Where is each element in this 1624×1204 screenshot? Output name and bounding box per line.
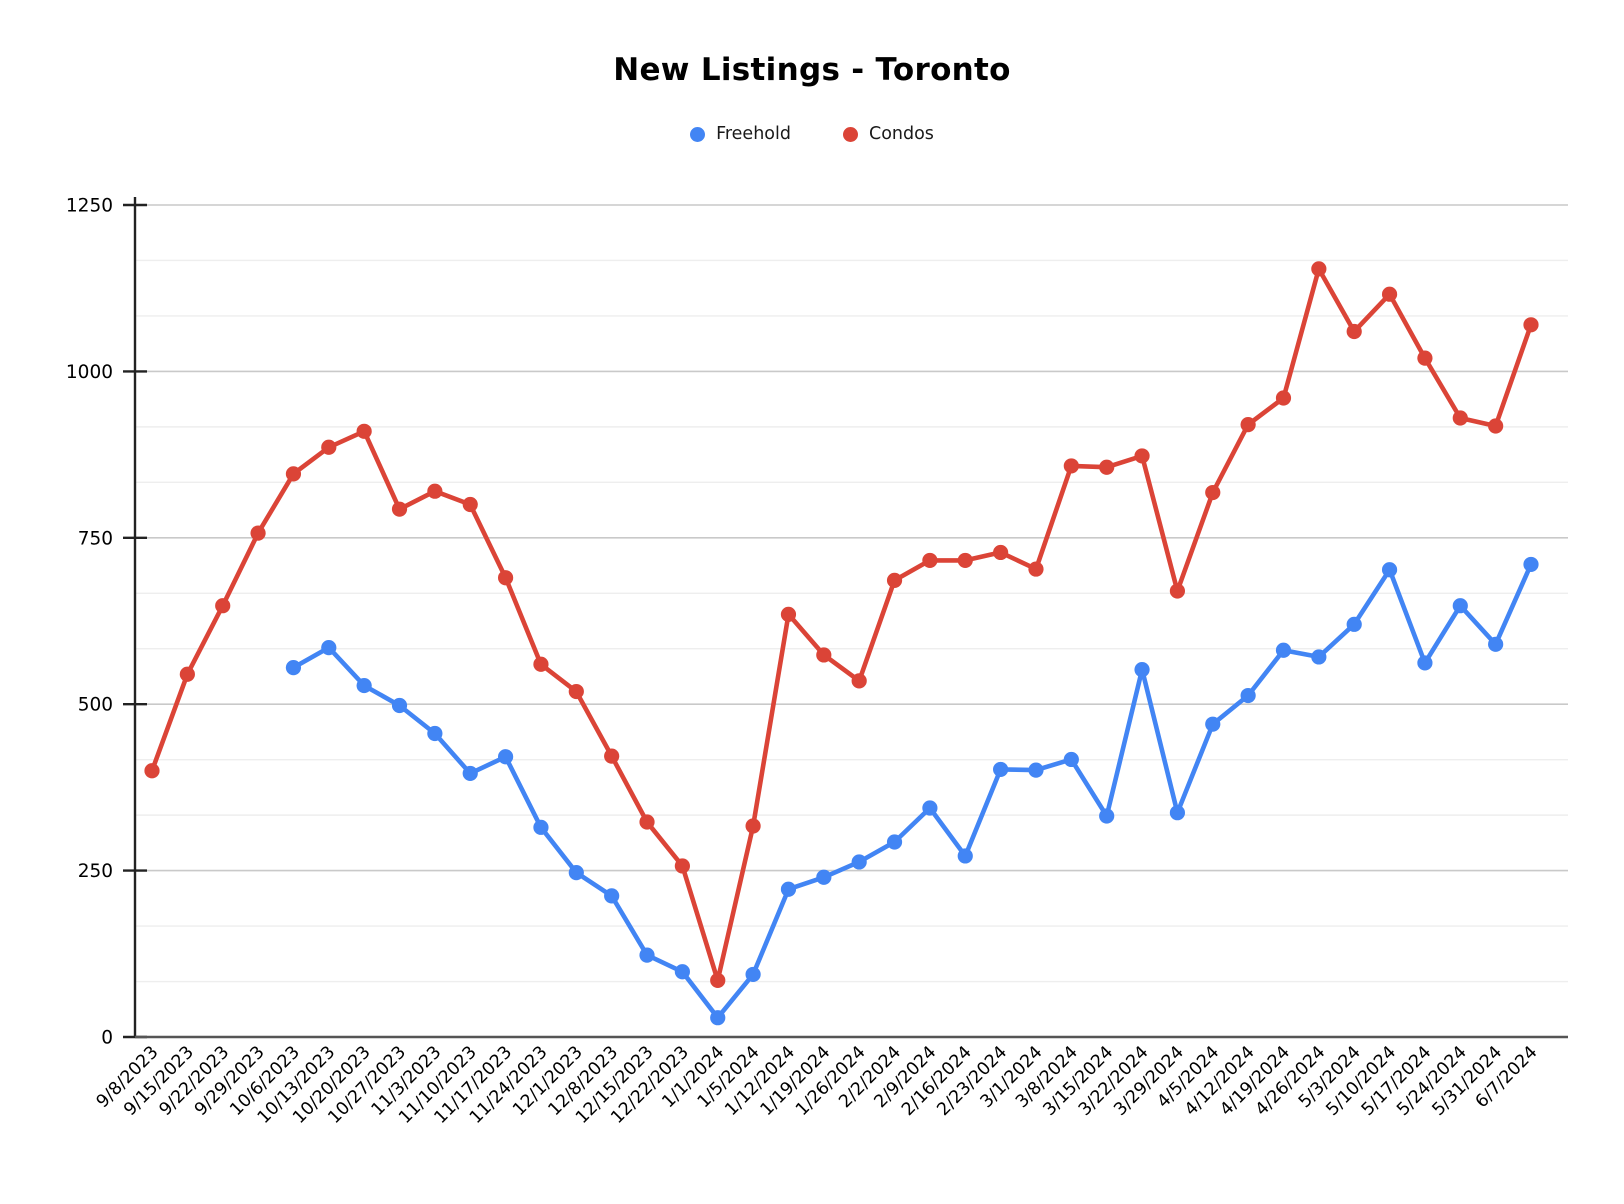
condos-data-point <box>1523 317 1539 333</box>
condos-data-point <box>427 483 443 499</box>
y-tick-label: 1250 <box>66 196 113 217</box>
freehold-series-dot-icon <box>690 126 706 142</box>
freehold-data-point <box>1169 805 1186 821</box>
freehold-data-point <box>1063 751 1079 768</box>
freehold-data-point <box>674 964 690 980</box>
legend-label-freehold: Freehold <box>716 124 791 144</box>
condos-data-point <box>1240 417 1256 433</box>
condos-data-point <box>497 570 514 586</box>
condos-data-point <box>215 598 231 614</box>
legend-item-freehold: Freehold <box>690 124 791 144</box>
freehold-data-point <box>1417 655 1433 671</box>
freehold-data-point <box>604 888 620 904</box>
freehold-data-point <box>780 881 797 897</box>
freehold-data-point <box>816 869 832 885</box>
freehold-data-point <box>922 800 938 816</box>
legend-label-condos: Condos <box>868 124 934 144</box>
condos-data-point <box>285 466 302 482</box>
freehold-data-point <box>1311 649 1327 665</box>
freehold-data-point <box>1275 642 1292 658</box>
condos-data-point <box>1452 410 1468 426</box>
freehold-series-line <box>291 562 1534 1020</box>
condos-data-point <box>179 666 195 682</box>
freehold-data-point <box>851 854 867 870</box>
condos-data-point <box>1099 459 1115 475</box>
freehold-data-point <box>1134 661 1150 678</box>
condos-data-point <box>462 496 478 513</box>
condos-data-point <box>1134 448 1150 464</box>
freehold-data-point <box>462 765 478 782</box>
condos-data-point <box>1311 261 1327 277</box>
freehold-data-point <box>427 725 443 742</box>
condos-series-dot-icon <box>842 126 858 142</box>
condos-data-point <box>568 683 584 700</box>
freehold-data-point <box>1205 716 1221 732</box>
freehold-data-point <box>1488 636 1504 652</box>
y-tick-label: 0 <box>101 1028 113 1049</box>
condos-data-point <box>1417 350 1433 366</box>
freehold-data-point <box>321 640 337 656</box>
freehold-data-point <box>1346 616 1362 632</box>
freehold-data-point <box>710 1010 726 1026</box>
freehold-data-point <box>533 819 549 835</box>
condos-data-point <box>1275 390 1292 406</box>
condos-data-point <box>250 525 266 541</box>
freehold-data-point <box>1523 556 1539 573</box>
freehold-data-point <box>285 659 302 676</box>
condos-data-point <box>851 673 867 689</box>
freehold-data-point <box>497 749 514 765</box>
freehold-data-point <box>1028 762 1044 778</box>
y-tick-label: 250 <box>78 861 113 882</box>
condos-data-point <box>957 552 973 569</box>
condos-data-point <box>674 858 690 874</box>
freehold-data-point <box>568 864 584 881</box>
freehold-data-point <box>957 848 973 864</box>
freehold-data-point <box>639 947 655 963</box>
y-tick-label: 750 <box>78 528 113 549</box>
condos-data-point <box>816 647 832 663</box>
legend: Freehold Condos <box>0 124 1624 144</box>
condos-data-point <box>144 763 160 779</box>
freehold-data-point <box>391 697 408 714</box>
freehold-data-point <box>886 834 903 850</box>
condos-data-point <box>604 748 620 764</box>
condos-data-point <box>780 606 797 622</box>
condos-data-point <box>993 544 1009 561</box>
condos-data-point <box>1063 458 1079 474</box>
freehold-data-point <box>993 761 1009 778</box>
freehold-data-point <box>1381 562 1398 578</box>
condos-data-point <box>1488 418 1504 434</box>
condos-data-point <box>1205 484 1221 501</box>
condos-data-point <box>1028 561 1044 577</box>
condos-data-point <box>1381 286 1398 302</box>
freehold-data-point <box>1099 808 1115 824</box>
condos-data-point <box>1346 323 1362 340</box>
legend-item-condos: Condos <box>842 124 934 144</box>
condos-series-line <box>149 266 1534 983</box>
condos-data-point <box>710 972 726 989</box>
freehold-data-point <box>745 966 761 983</box>
condos-data-point <box>639 814 655 830</box>
chart-title: New Listings - Toronto <box>613 52 1011 88</box>
condos-data-point <box>745 818 761 834</box>
freehold-data-point <box>1240 687 1256 704</box>
y-tick-label: 500 <box>78 695 113 716</box>
condos-data-point <box>886 572 903 588</box>
y-tick-label: 1000 <box>66 362 113 383</box>
condos-data-point <box>922 552 938 569</box>
condos-data-point <box>1169 583 1186 599</box>
condos-data-point <box>533 656 549 672</box>
freehold-data-point <box>1452 598 1468 614</box>
condos-data-point <box>356 423 372 439</box>
condos-data-point <box>321 439 337 455</box>
condos-data-point <box>391 501 408 517</box>
freehold-data-point <box>356 677 372 694</box>
